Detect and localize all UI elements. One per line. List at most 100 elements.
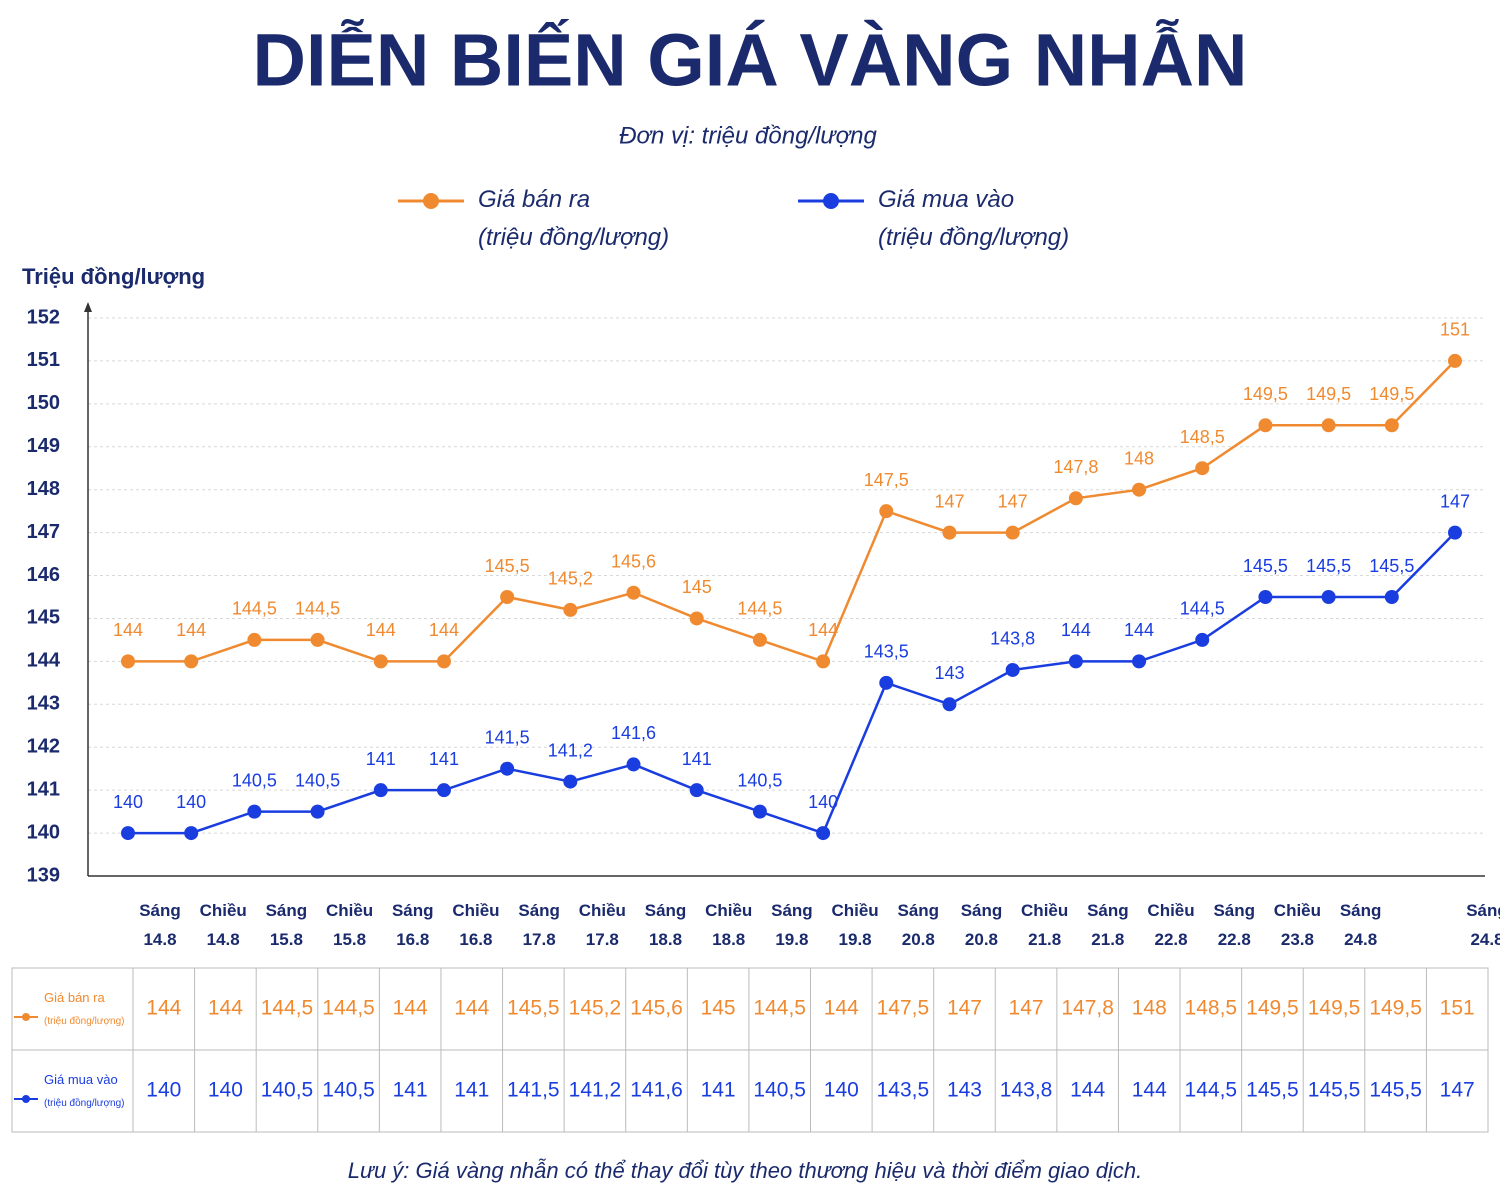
y-tick-label: 139 [27, 864, 60, 886]
table-legend-marker [22, 1095, 30, 1103]
table-cell: 140,5 [261, 1079, 314, 1102]
table-cell: 145,2 [569, 997, 622, 1020]
table-cell: 144,5 [753, 997, 806, 1020]
table-cell: 140,5 [753, 1079, 806, 1102]
series-line [128, 531, 1456, 835]
y-tick-label: 143 [27, 693, 60, 715]
data-label: 144 [1124, 620, 1154, 640]
data-label: 140,5 [737, 770, 782, 790]
legend-marker [823, 193, 839, 209]
data-label: 145,5 [1243, 556, 1288, 576]
x-tick-label: Chiều 17.8 [578, 901, 626, 949]
y-tick-label: 142 [27, 736, 60, 758]
data-point [310, 804, 325, 819]
data-point [184, 654, 199, 669]
series-line [128, 360, 1456, 663]
data-point [816, 654, 831, 669]
data-label: 144 [808, 620, 838, 640]
data-label: 141 [682, 749, 712, 769]
table-cell: 141 [454, 1079, 489, 1102]
x-tick-label: Sáng 24.8 [1339, 901, 1382, 949]
legend-marker [423, 193, 439, 209]
data-point [942, 697, 957, 712]
y-tick-label: 145 [27, 607, 60, 629]
data-point [626, 757, 641, 772]
data-point [1132, 654, 1147, 669]
data-label: 147 [998, 491, 1028, 511]
x-tick-label: Chiều 19.8 [831, 901, 879, 949]
data-point [942, 525, 957, 540]
table-cell: 141,2 [569, 1079, 622, 1102]
data-point [816, 826, 831, 841]
x-tick-label: Chiều 15.8 [325, 901, 374, 949]
data-label: 145 [682, 577, 712, 597]
x-tick-label: Sáng 24.8 [1466, 901, 1500, 949]
data-point [184, 826, 199, 841]
data-label: 144,5 [1180, 599, 1225, 619]
data-point [121, 826, 135, 841]
data-label: 145,5 [1306, 556, 1351, 576]
table-cell: 145,5 [507, 997, 560, 1020]
x-tick-label: Sáng 14.8 [139, 901, 181, 949]
data-label: 140 [808, 792, 838, 812]
table-cell: 140 [208, 1079, 243, 1102]
data-label: 140 [113, 792, 143, 812]
table-cell: 140,5 [322, 1079, 375, 1102]
data-label: 143,8 [990, 629, 1035, 649]
y-tick-label: 150 [27, 392, 60, 414]
table-cell: 141 [701, 1079, 736, 1102]
data-point [1321, 418, 1336, 433]
data-point [121, 654, 135, 669]
table-cell: 148,5 [1185, 997, 1238, 1020]
data-label: 144 [113, 620, 143, 640]
table-legend-marker [22, 1013, 30, 1021]
data-label: 145,6 [611, 551, 656, 571]
chart-title: DIỄN BIẾN GIÁ VÀNG NHẪN [253, 19, 1248, 102]
data-point [626, 585, 641, 600]
data-point [1448, 525, 1462, 540]
x-tick-label: Sáng 20.8 [897, 901, 940, 949]
data-point [752, 804, 767, 819]
x-tick-label: Sáng 20.8 [960, 901, 1003, 949]
table-cell: 144 [454, 997, 489, 1020]
data-point [879, 675, 894, 690]
x-tick-label: Sáng 22.8 [1213, 901, 1256, 949]
data-point [1448, 353, 1462, 368]
table-cell: 144 [1132, 1079, 1167, 1102]
data-label: 141,2 [548, 740, 593, 760]
table-cell: 147,5 [877, 997, 930, 1020]
table-cell: 141 [393, 1079, 428, 1102]
data-label: 145,5 [1369, 556, 1414, 576]
table-cell: 145,5 [1308, 1079, 1361, 1102]
table-cell: 145,5 [1369, 1079, 1422, 1102]
table-row-header: Giá mua vào (triệu đồng/lượng) [44, 1072, 125, 1108]
table-cell: 144,5 [1185, 1079, 1238, 1102]
x-tick-label: Chiều 14.8 [199, 901, 247, 949]
data-label: 145,5 [485, 556, 530, 576]
y-tick-label: 144 [27, 650, 61, 672]
data-label: 140,5 [232, 770, 277, 790]
x-tick-label: Sáng 18.8 [644, 901, 687, 949]
table-cell: 144 [146, 997, 181, 1020]
data-point [689, 611, 704, 626]
table-cell: 140 [824, 1079, 859, 1102]
data-label: 149,5 [1369, 384, 1414, 404]
data-point [436, 654, 451, 669]
data-point [1384, 418, 1399, 433]
data-point [247, 632, 262, 647]
data-label: 144,5 [737, 599, 782, 619]
data-point [500, 761, 515, 776]
table-cell: 149,5 [1308, 997, 1361, 1020]
table-cell: 144 [1070, 1079, 1105, 1102]
data-point [1195, 632, 1210, 647]
data-label: 140 [176, 792, 206, 812]
data-label: 148 [1124, 448, 1154, 468]
data-point [1258, 590, 1273, 604]
data-point [373, 654, 388, 669]
y-axis-title: Triệu đồng/lượng [22, 264, 205, 289]
y-axis-arrow [84, 302, 92, 312]
data-label: 144,5 [295, 599, 340, 619]
data-label: 144 [176, 620, 206, 640]
x-tick-label: Sáng 21.8 [1087, 901, 1129, 949]
table-cell: 147 [947, 997, 982, 1020]
